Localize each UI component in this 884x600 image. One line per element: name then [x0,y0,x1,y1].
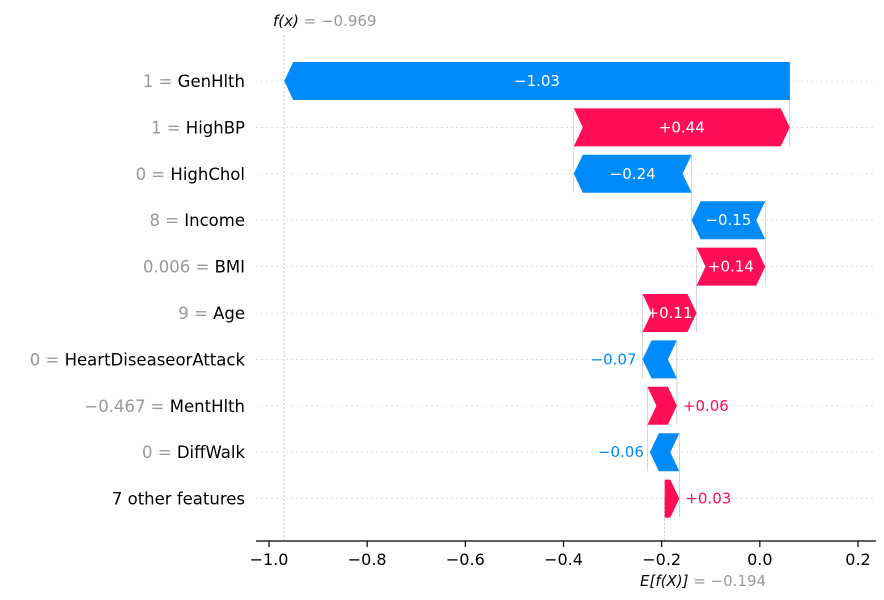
bar-value-label: +0.11 [647,304,693,322]
bar-menthlth [647,386,677,425]
bar-value-label: −0.24 [610,165,656,183]
bar-value-label: +0.44 [659,118,705,136]
bar-highbp [573,108,790,147]
x-tick-label: −0.2 [642,550,681,569]
x-tick-label: 0.0 [747,550,772,569]
x-tick-label: −1.0 [250,550,289,569]
feature-label: 8 = Income [149,211,245,230]
feature-label: 0 = HeartDiseaseorAttack [30,350,246,369]
feature-label: 1 = HighBP [151,118,245,137]
bar-genhlth [284,62,790,100]
bar-value-label: −0.06 [598,443,644,461]
feature-labels: −1.03 1 = GenHlth +0.44 1 = HighBP −0.24 0 = … [30,72,754,509]
x-tick-label: 0.2 [845,550,870,569]
bar-value-label: −1.03 [514,72,560,90]
x-tick-label: −0.4 [544,550,583,569]
bar-diffwalk [649,433,680,472]
feature-label: 9 = Age [178,304,245,323]
bar-heartdiseaseorattack [642,340,677,379]
bar-value-label: −0.15 [705,211,751,229]
bar-highchol [573,154,692,193]
bar-value-label: +0.14 [708,258,754,276]
feature-label: 1 = GenHlth [143,72,245,91]
expected-value-annotation: E[f(X)] = −0.194 [640,572,766,590]
bars [284,62,790,518]
bar-age [642,294,697,332]
feature-label: −0.467 = MentHlth [84,397,245,416]
x-tick-label: −0.8 [348,550,387,569]
grid-lines [256,80,876,499]
bar-value-label: +0.06 [683,397,729,415]
bar-7-other-features [664,479,680,518]
feature-label: 0 = HighChol [136,165,245,184]
bar-bmi [696,247,766,286]
feature-label: 7 other features [112,490,245,509]
feature-label: 0.006 = BMI [143,258,245,277]
bar-value-label: +0.03 [685,490,731,508]
bar-value-label: −0.07 [591,350,637,368]
fx-annotation: f(x) = −0.969 [273,12,377,30]
feature-label: 0 = DiffWalk [142,443,245,462]
bar-income [691,201,766,240]
x-tick-label: −0.6 [446,550,485,569]
reference-lines [283,35,791,541]
x-axis: −1.0 −0.8 −0.6 −0.4 −0.2 0.0 0.2 [250,540,876,569]
